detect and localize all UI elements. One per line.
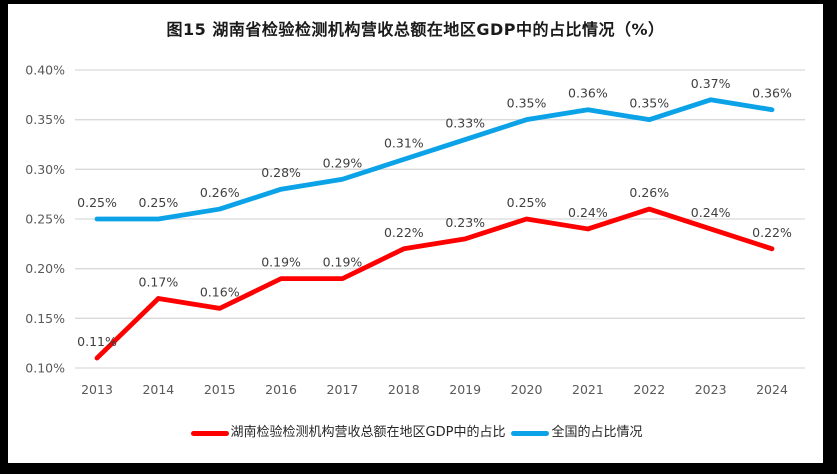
data-label: 0.19%: [323, 255, 363, 270]
y-tick-label: 0.30%: [25, 162, 65, 177]
chart-surface: 图15 湖南省检验检测机构营收总额在地区GDP中的占比情况（%） 0.10% 0.…: [8, 4, 823, 463]
data-label: 0.16%: [200, 284, 240, 299]
data-label: 0.25%: [507, 195, 547, 210]
x-tick-label: 2017: [327, 382, 359, 397]
data-label: 0.25%: [139, 195, 179, 210]
y-tick-label: 0.15%: [25, 311, 65, 326]
data-label: 0.31%: [384, 135, 424, 150]
y-tick-label: 0.20%: [25, 261, 65, 276]
legend-label-hunan: 湖南检验检测机构营收总额在地区GDP中的占比: [230, 425, 506, 440]
chart-title: 图15 湖南省检验检测机构营收总额在地区GDP中的占比情况（%）: [166, 20, 665, 39]
data-label: 0.37%: [691, 76, 731, 91]
data-label: 0.22%: [752, 225, 792, 240]
legend-label-national: 全国的占比情况: [551, 425, 643, 440]
data-label: 0.36%: [752, 86, 792, 101]
data-label: 0.25%: [77, 195, 117, 210]
line-chart: 0.10% 0.15% 0.20% 0.25% 0.30% 0.35% 0.40% 2013 2…: [25, 63, 805, 397]
data-label: 0.17%: [139, 274, 179, 289]
y-tick-label: 0.10%: [25, 361, 65, 376]
legend-swatch-hunan-line: [190, 430, 229, 436]
data-label: 0.33%: [445, 116, 485, 131]
data-label: 0.26%: [629, 185, 669, 200]
series-line-hunan: [94, 206, 775, 361]
x-tick-label: 2013: [81, 382, 113, 397]
data-label: 0.23%: [445, 215, 485, 230]
y-tick-label: 0.40%: [25, 63, 65, 78]
x-tick-label: 2021: [572, 382, 604, 397]
x-tick-label: 2020: [511, 382, 543, 397]
legend-item-national: 全国的占比情况: [509, 424, 642, 442]
x-tick-label: 2024: [756, 382, 788, 397]
data-label: 0.36%: [568, 86, 608, 101]
data-label: 0.35%: [629, 96, 669, 111]
legend: 湖南检验检测机构营收总额在地区GDP中的占比 全国的占比情况: [8, 424, 823, 442]
x-tick-label: 2016: [265, 382, 297, 397]
x-tick-label: 2014: [142, 382, 174, 397]
y-tick-label: 0.25%: [25, 212, 65, 227]
data-label: 0.11%: [77, 334, 117, 349]
data-label: 0.22%: [384, 225, 424, 240]
data-label: 0.35%: [507, 96, 547, 111]
data-label: 0.26%: [200, 185, 240, 200]
x-tick-label: 2022: [633, 382, 665, 397]
x-tick-label: 2023: [695, 382, 727, 397]
data-label: 0.28%: [261, 165, 301, 180]
data-label: 0.24%: [568, 205, 608, 220]
x-tick-label: 2018: [388, 382, 420, 397]
data-label: 0.29%: [323, 155, 363, 170]
y-tick-label: 0.35%: [25, 112, 65, 127]
legend-swatch-national-line: [511, 430, 550, 436]
legend-item-hunan: 湖南检验检测机构营收总额在地区GDP中的占比: [189, 424, 506, 442]
series-line-national: [94, 97, 775, 222]
x-tick-label: 2019: [449, 382, 481, 397]
data-label: 0.24%: [691, 205, 731, 220]
x-tick-label: 2015: [204, 382, 236, 397]
data-label: 0.19%: [261, 255, 301, 270]
